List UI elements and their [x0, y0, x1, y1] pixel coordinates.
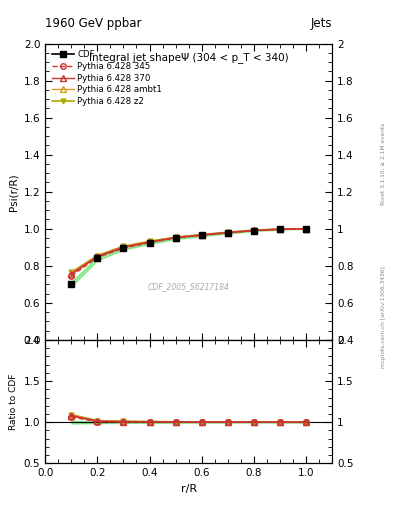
Legend: CDF, Pythia 6.428 345, Pythia 6.428 370, Pythia 6.428 ambt1, Pythia 6.428 z2: CDF, Pythia 6.428 345, Pythia 6.428 370,… — [50, 48, 165, 109]
Text: Integral jet shapeΨ (304 < p_T < 340): Integral jet shapeΨ (304 < p_T < 340) — [89, 52, 288, 63]
Y-axis label: Ratio to CDF: Ratio to CDF — [9, 373, 18, 430]
Text: 1960 GeV ppbar: 1960 GeV ppbar — [45, 16, 142, 30]
Text: mcplots.cern.ch [arXiv:1306.3436]: mcplots.cern.ch [arXiv:1306.3436] — [381, 267, 386, 368]
Text: CDF_2005_S6217184: CDF_2005_S6217184 — [148, 282, 230, 291]
Y-axis label: Psi(r/R): Psi(r/R) — [8, 173, 18, 210]
Text: Jets: Jets — [310, 16, 332, 30]
Text: Rivet 3.1.10, ≥ 2.1M events: Rivet 3.1.10, ≥ 2.1M events — [381, 123, 386, 205]
X-axis label: r/R: r/R — [180, 484, 197, 494]
